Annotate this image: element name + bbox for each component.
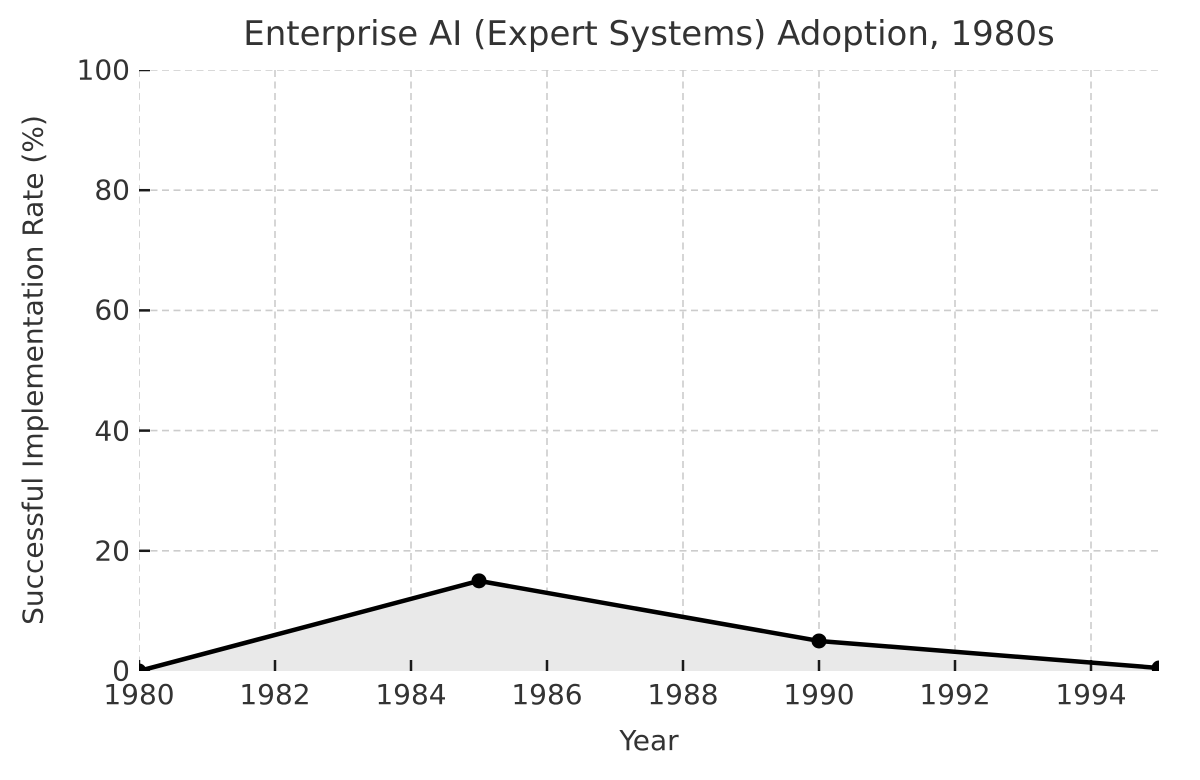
x-tick-label: 1994 <box>1055 678 1127 711</box>
data-line <box>139 578 1159 671</box>
area-line-chart <box>139 70 1159 671</box>
x-tick-label: 1988 <box>647 678 719 711</box>
data-point-marker <box>471 573 487 589</box>
x-tick-label: 1986 <box>511 678 583 711</box>
y-tick-label: 40 <box>94 414 130 448</box>
x-tick-label: 1982 <box>239 678 311 711</box>
data-point-marker <box>1151 660 1159 671</box>
y-axis-label: Successful Implementation Rate (%) <box>16 115 50 625</box>
y-tick-label: 20 <box>94 534 130 568</box>
x-tick-label: 1990 <box>783 678 855 711</box>
data-point-marker <box>139 663 147 671</box>
y-tick-label: 80 <box>94 173 130 207</box>
y-tick-label: 0 <box>112 654 130 688</box>
plot-area <box>139 70 1159 671</box>
chart-title: Enterprise AI (Expert Systems) Adoption,… <box>243 14 1055 54</box>
x-axis-label: Year <box>619 724 679 757</box>
x-tick-label: 1984 <box>375 678 447 711</box>
x-tick-label: 1992 <box>919 678 991 711</box>
y-tick-label: 100 <box>76 53 130 87</box>
y-tick-label: 60 <box>94 293 130 327</box>
x-tick-label: 1980 <box>103 678 175 711</box>
data-point-marker <box>811 633 827 649</box>
